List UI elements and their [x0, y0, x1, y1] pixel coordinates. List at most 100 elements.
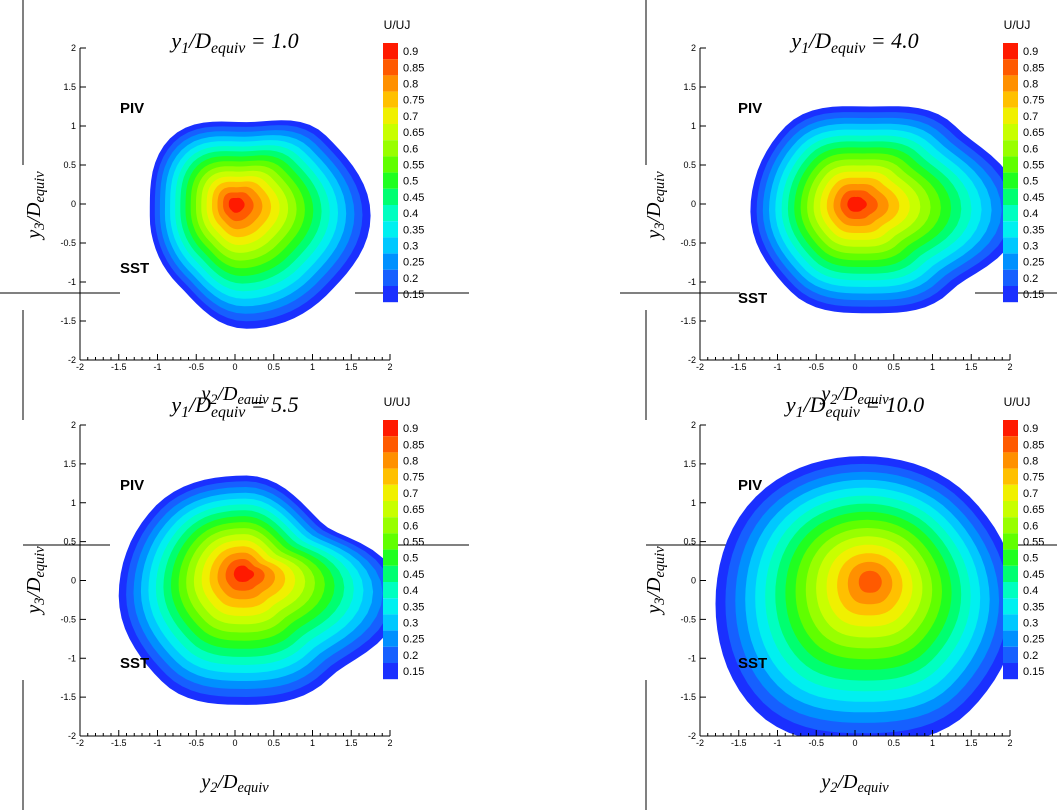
x-tick-label: 1.5 — [965, 362, 978, 372]
x-axis-title-part: /D — [216, 771, 238, 793]
colorbar-swatch — [1003, 565, 1018, 582]
x-tick-label: 2 — [1007, 738, 1012, 748]
colorbar-swatch — [1003, 598, 1018, 615]
y-tick-label: 0.5 — [63, 160, 76, 170]
colorbar-label: 0.25 — [403, 634, 424, 646]
annotation: SST — [738, 290, 767, 307]
y-tick-label: -0.5 — [60, 614, 76, 624]
colorbar-swatch — [383, 75, 398, 92]
colorbar-label: 0.8 — [403, 456, 418, 468]
x-axis-title-sub: equiv — [237, 780, 269, 796]
x-axis-title-part: y — [819, 383, 830, 405]
x-tick-label: -2 — [76, 362, 84, 372]
x-axis-title-part: y — [199, 771, 210, 793]
colorbar-swatch — [1003, 630, 1018, 647]
y-tick-label: 1.5 — [683, 459, 696, 469]
annotation: PIV — [120, 100, 144, 117]
colorbar-swatch — [383, 468, 398, 485]
colorbar-label: 0.9 — [1023, 46, 1038, 58]
colorbar-label: 0.6 — [1023, 143, 1038, 155]
y-tick-label: -0.5 — [60, 238, 76, 248]
colorbar-swatch — [383, 549, 398, 566]
x-axis-title: y2/Deauiv — [199, 383, 269, 408]
colorbar-swatch — [1003, 582, 1018, 599]
colorbar-label: 0.75 — [403, 95, 424, 107]
colorbar-swatch — [1003, 533, 1018, 550]
y-tick-label: -1 — [688, 653, 696, 663]
x-tick-label: 0 — [232, 362, 237, 372]
colorbar-label: 0.35 — [403, 601, 424, 613]
y-axis-title-sub: equiv — [32, 546, 48, 578]
y-tick-label: 1 — [691, 498, 696, 508]
colorbar-label: 0.75 — [1023, 472, 1044, 484]
colorbar-swatch — [383, 107, 398, 124]
panel-title-part: y — [789, 28, 801, 53]
x-axis-title: y2/Dequiv — [199, 771, 269, 796]
y-tick-label: -1.5 — [680, 692, 696, 702]
colorbar-label: 0.3 — [403, 618, 418, 630]
y-tick-label: -0.5 — [680, 614, 696, 624]
colorbar-swatch — [383, 188, 398, 205]
colorbar-label: 0.45 — [403, 569, 424, 581]
x-tick-label: -2 — [76, 738, 84, 748]
x-tick-label: -1 — [153, 362, 161, 372]
x-tick-label: -0.5 — [808, 362, 824, 372]
y-tick-label: -2 — [68, 731, 76, 741]
colorbar-label: 0.15 — [1023, 289, 1044, 301]
x-axis-title-sub: 2 — [210, 780, 217, 796]
colorbar-label: 0.45 — [403, 192, 424, 204]
y-tick-label: 1.5 — [63, 82, 76, 92]
x-tick-label: -1.5 — [111, 738, 127, 748]
panel-title: y1/Dequiv = 5.5 — [169, 392, 298, 421]
contour-plot — [149, 120, 371, 329]
colorbar-swatch — [383, 484, 398, 501]
y-tick-label: 0 — [691, 576, 696, 586]
colorbar-label: 0.5 — [403, 553, 418, 565]
x-axis-title-sub: equiv — [857, 392, 889, 408]
colorbar-swatch — [383, 598, 398, 615]
panel-title-part: /D — [187, 392, 211, 417]
x-tick-label: -2 — [696, 738, 704, 748]
y-tick-label: 0 — [691, 199, 696, 209]
colorbar-swatch — [1003, 124, 1018, 141]
x-tick-label: -0.5 — [808, 738, 824, 748]
colorbar-label: 0.25 — [403, 257, 424, 269]
colorbar-title: U/UJ — [1004, 395, 1031, 409]
colorbar-swatch — [1003, 286, 1018, 303]
annotation: PIV — [738, 477, 762, 494]
colorbar-label: 0.6 — [403, 143, 418, 155]
colorbar-swatch — [1003, 646, 1018, 663]
colorbar-swatch — [1003, 663, 1018, 680]
y-axis-title: y3/Dequiv — [23, 171, 48, 241]
contour-plot — [750, 106, 1010, 314]
colorbar-swatch — [383, 582, 398, 599]
colorbar-label: 0.55 — [1023, 160, 1044, 172]
colorbar-swatch — [1003, 237, 1018, 254]
x-tick-label: -1.5 — [731, 738, 747, 748]
panel-title-part: y — [169, 28, 181, 53]
y-tick-label: -1 — [68, 653, 76, 663]
colorbar-label: 0.8 — [1023, 456, 1038, 468]
colorbar-swatch — [383, 420, 398, 437]
colorbar-title: U/UJ — [384, 18, 411, 32]
panel-title: y1/Dequiv = 4.0 — [789, 28, 918, 57]
colorbar-label: 0.6 — [403, 520, 418, 532]
colorbar-swatch — [1003, 517, 1018, 534]
colorbar-label: 0.15 — [403, 666, 424, 678]
y-axis-title-sub: 3 — [652, 223, 668, 231]
colorbar-label: 0.25 — [1023, 634, 1044, 646]
x-tick-label: -1 — [153, 738, 161, 748]
y-tick-label: -1.5 — [60, 692, 76, 702]
y-axis-title: y3/Dequiv — [23, 546, 48, 616]
x-axis-title-sub: 2 — [830, 780, 837, 796]
y-tick-label: 0 — [71, 199, 76, 209]
y-axis-title: y3/Dequiv — [643, 171, 668, 241]
panel-title-part: = 10.0 — [860, 392, 924, 417]
colorbar-label: 0.9 — [403, 423, 418, 435]
y-tick-label: -1.5 — [60, 316, 76, 326]
annotation: SST — [738, 655, 767, 672]
y-tick-label: -2 — [688, 731, 696, 741]
panel-title-part: y — [784, 392, 796, 417]
x-tick-label: 0.5 — [887, 738, 900, 748]
colorbar-label: 0.65 — [403, 127, 424, 139]
